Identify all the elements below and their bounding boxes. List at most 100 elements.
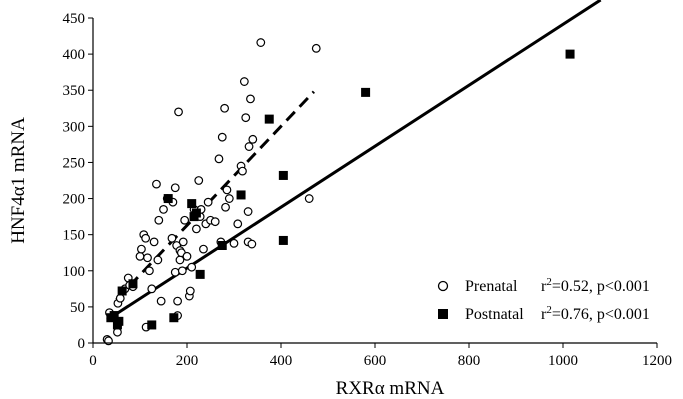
prenatal-point xyxy=(220,103,230,113)
prenatal-point xyxy=(170,183,180,193)
postnatal-point xyxy=(278,170,288,180)
postnatal-point xyxy=(109,311,119,321)
prenatal-point xyxy=(194,176,204,185)
y-tick-label: 300 xyxy=(63,119,86,135)
prenatal-point xyxy=(311,43,321,53)
prenatal-point xyxy=(241,113,251,123)
postnatal-point xyxy=(278,235,288,245)
y-tick-label: 350 xyxy=(63,83,86,99)
prenatal-point xyxy=(247,239,257,249)
x-tick-label: 1200 xyxy=(642,353,672,369)
x-tick-label: 200 xyxy=(176,353,199,369)
legend-postnatal-marker xyxy=(438,309,448,319)
prenatal-point xyxy=(178,237,188,247)
prenatal-point xyxy=(152,179,161,189)
prenatal-point xyxy=(210,217,220,227)
prenatal-point xyxy=(244,142,254,151)
prenatal-point xyxy=(238,166,247,176)
legend-postnatal-label: Postnatal xyxy=(465,306,524,323)
prenatal-point xyxy=(180,215,190,225)
prenatal-point xyxy=(214,154,224,164)
axes: 0 200 400 600 800 1000 1200 0 50 100 150 200 250 300… xyxy=(63,11,673,369)
prenatal-point xyxy=(144,266,154,276)
prenatal-point xyxy=(167,233,177,243)
prenatal-point xyxy=(199,244,208,254)
x-tick-label: 0 xyxy=(89,353,97,369)
postnatal-point xyxy=(236,190,246,200)
prenatal-point xyxy=(177,266,187,276)
x-tick-label: 600 xyxy=(364,353,387,369)
prenatal-trendline xyxy=(115,90,315,301)
prenatal-point xyxy=(170,267,180,277)
prenatal-point xyxy=(248,134,258,144)
prenatal-point xyxy=(113,327,122,337)
prenatal-point xyxy=(153,255,163,265)
legend: Prenatal r2=0.52, p<0.001 Postnatal r2=0.76… xyxy=(437,276,650,323)
postnatal-point xyxy=(147,320,157,330)
prenatal-point xyxy=(224,194,234,203)
y-tick-label: 200 xyxy=(63,192,86,208)
postnatal-point xyxy=(217,241,227,250)
prenatal-point xyxy=(149,237,159,247)
prenatal-point xyxy=(174,107,183,117)
legend-prenatal-label: Prenatal xyxy=(465,278,518,295)
y-tick-label: 100 xyxy=(63,264,86,280)
x-tick-label: 1000 xyxy=(548,353,578,369)
prenatal-point xyxy=(246,94,255,104)
postnatal-point xyxy=(187,199,197,209)
y-tick-label: 150 xyxy=(63,228,86,244)
postnatal-point xyxy=(565,49,575,59)
prenatal-point xyxy=(147,284,157,294)
prenatal-point xyxy=(191,224,201,234)
postnatal-point xyxy=(264,114,274,124)
y-tick-label: 0 xyxy=(78,336,86,352)
prenatal-point xyxy=(173,296,183,306)
postnatal-point xyxy=(195,269,205,279)
x-axis-label: RXRα mRNA xyxy=(336,378,445,399)
prenatal-point xyxy=(304,194,314,203)
prenatal-point xyxy=(233,219,243,229)
legend-prenatal-marker xyxy=(437,280,449,292)
x-axis-ticks: 0 200 400 600 800 1000 1200 xyxy=(89,343,672,369)
prenatal-point xyxy=(239,77,249,86)
x-tick-label: 400 xyxy=(270,353,293,369)
prenatal-point xyxy=(175,255,185,265)
data-points xyxy=(102,38,575,346)
prenatal-point xyxy=(156,296,166,306)
postnatal-point xyxy=(361,87,371,97)
postnatal-point xyxy=(117,286,127,296)
legend-postnatal-stat: r2=0.76, p<0.001 xyxy=(541,304,650,323)
prenatal-point xyxy=(222,185,232,195)
postnatal-point xyxy=(114,316,124,326)
prenatal-point xyxy=(137,244,146,254)
postnatal-point xyxy=(191,208,201,218)
prenatal-point xyxy=(217,132,227,142)
x-tick-label: 800 xyxy=(458,353,481,369)
prenatal-point xyxy=(141,233,151,243)
prenatal-point xyxy=(143,253,152,263)
legend-prenatal-stat: r2=0.52, p<0.001 xyxy=(541,276,650,295)
prenatal-point xyxy=(229,238,239,248)
y-tick-label: 50 xyxy=(70,300,85,316)
plot-area xyxy=(102,0,602,346)
prenatal-point xyxy=(185,286,195,296)
prenatal-point xyxy=(243,207,253,216)
prenatal-point xyxy=(221,202,230,212)
y-axis-label: HNF4α1 mRNA xyxy=(8,117,29,244)
y-tick-label: 250 xyxy=(63,155,86,171)
prenatal-point xyxy=(154,215,164,225)
prenatal-point xyxy=(115,293,125,303)
prenatal-point xyxy=(187,262,197,272)
prenatal-point xyxy=(203,197,213,207)
prenatal-point xyxy=(182,251,192,261)
prenatal-point xyxy=(159,204,168,214)
y-axis-ticks: 0 50 100 150 200 250 300 350 400 450 xyxy=(63,11,93,352)
postnatal-point xyxy=(128,279,138,289)
prenatal-point xyxy=(256,38,266,47)
y-tick-label: 400 xyxy=(63,47,86,63)
postnatal-point xyxy=(169,313,179,323)
prenatal-point xyxy=(135,251,145,261)
y-tick-label: 450 xyxy=(63,11,86,27)
postnatal-point xyxy=(163,194,173,204)
